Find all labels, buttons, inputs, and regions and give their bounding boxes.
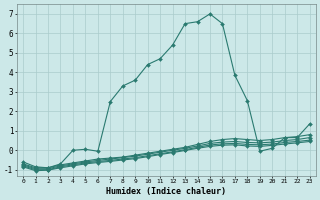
X-axis label: Humidex (Indice chaleur): Humidex (Indice chaleur)	[106, 187, 226, 196]
